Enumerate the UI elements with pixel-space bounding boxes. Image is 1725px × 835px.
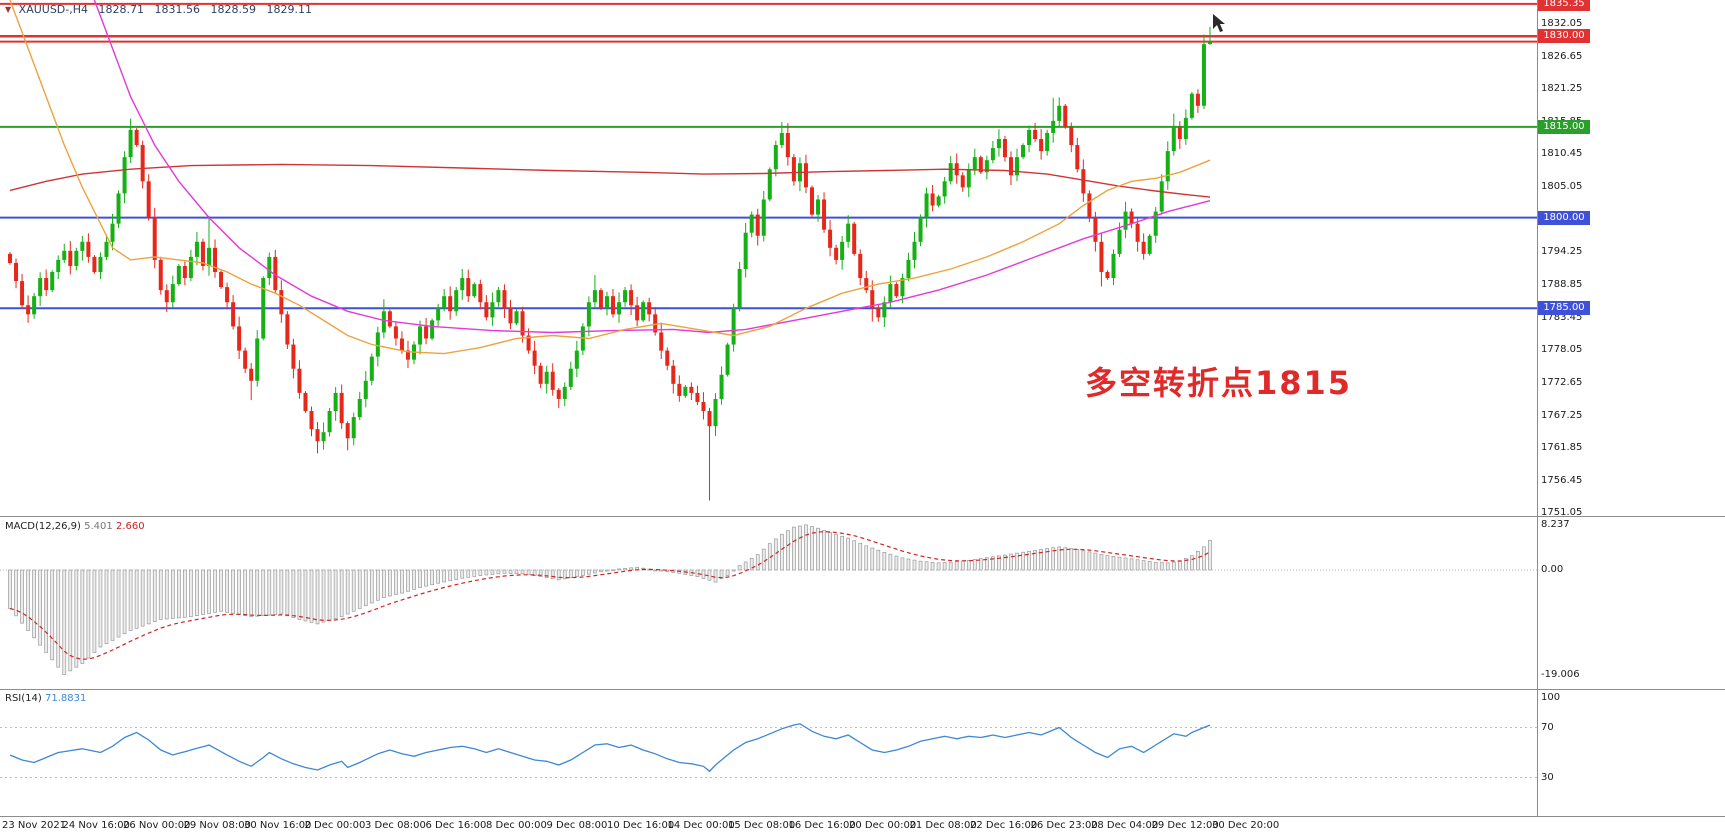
annotation-text[interactable]: 多空转折点1815 (1085, 364, 1353, 402)
time-axis-label: 20 Dec 00:00 (849, 820, 917, 831)
price-axis-label: 1794.25 (1541, 246, 1583, 258)
price-axis-label: 1826.65 (1541, 50, 1583, 62)
macd-axis-label: 0.00 (1541, 564, 1564, 575)
time-axis-label: 14 Dec 00:00 (667, 820, 735, 831)
price-axis-label: 1788.85 (1541, 279, 1583, 290)
candlestick-series (8, 26, 1212, 501)
price-axis-label: 1810.45 (1541, 148, 1583, 160)
time-axis-label: 9 Dec 08:00 (546, 820, 608, 831)
symbol-dropdown-icon[interactable]: ▼ (5, 5, 12, 14)
macd-histogram (8, 524, 1212, 675)
price-axis-label: 1805.05 (1541, 181, 1583, 193)
symbol-timeframe-label: XAUUSD-,H4 (18, 3, 89, 16)
time-axis-label: 2 Dec 00:00 (304, 820, 366, 831)
rsi-axis-label: 30 (1541, 771, 1554, 783)
macd-indicator-label: MACD(12,26,9) 5.401 2.660 (5, 521, 145, 532)
price-tag-1835.35: 1835.35 (1538, 0, 1590, 11)
rsi-line (9, 723, 1211, 773)
time-axis-label: 29 Nov 08:00 (183, 820, 251, 831)
time-axis-label: 3 Dec 08:00 (365, 820, 426, 831)
price-tag-1785.00: 1785.00 (1538, 301, 1590, 316)
ohlc-low: 1828.59 (210, 3, 257, 16)
time-axis-label: 6 Dec 16:00 (425, 820, 487, 831)
price-axis-label: 1761.85 (1541, 442, 1583, 454)
ohlc-close: 1829.11 (266, 3, 313, 16)
ma-orange-line (9, 0, 1211, 355)
macd-name: MACD(12,26,9) (5, 521, 81, 532)
macd-signal-line (9, 531, 1211, 660)
macd-signal-value: 2.660 (115, 521, 145, 532)
price-axis-label: 1751.05 (1541, 507, 1583, 519)
price-axis-label: 1821.25 (1541, 83, 1583, 95)
time-axis-label: 22 Dec 16:00 (970, 820, 1038, 831)
rsi-axis-label: 70 (1541, 721, 1554, 733)
time-axis-label: 26 Nov 00:00 (123, 820, 191, 831)
macd-axis-label: 8.237 (1541, 518, 1570, 530)
price-tag-1800.00: 1800.00 (1538, 210, 1590, 225)
ma-red-line (9, 163, 1211, 198)
time-axis-label: 15 Dec 08:00 (728, 820, 796, 831)
macd-axis-label: -19.006 (1541, 668, 1580, 680)
price-tag-1830.00: 1830.00 (1538, 29, 1590, 44)
time-axis-label: 24 Nov 16:00 (62, 820, 130, 831)
ohlc-open: 1828.71 (98, 3, 145, 16)
time-axis-label: 29 Dec 12:00 (1151, 820, 1219, 831)
ohlc-high: 1831.56 (154, 3, 201, 16)
price-tag-1815.00: 1815.00 (1538, 119, 1590, 134)
price-axis-label: 1778.05 (1541, 344, 1583, 356)
rsi-axis-label: 100 (1541, 692, 1561, 703)
time-axis-label: 30 Nov 16:00 (244, 820, 312, 831)
price-axis-label: 1832.05 (1541, 17, 1583, 29)
symbol-info-bar: ▼ XAUUSD-,H4 1828.71 1831.56 1828.59 182… (5, 3, 319, 16)
rsi-value: 71.8831 (44, 693, 87, 704)
macd-value: 5.401 (84, 521, 113, 532)
ma-magenta-line (93, 0, 1211, 334)
time-axis-label: 16 Dec 16:00 (788, 820, 856, 831)
time-axis-label: 30 Dec 20:00 (1212, 820, 1280, 831)
price-axis-label: 1756.45 (1541, 474, 1583, 486)
rsi-indicator-label: RSI(14) 71.8831 (5, 693, 86, 704)
time-axis-label: 8 Dec 00:00 (486, 820, 547, 831)
time-axis-label: 21 Dec 08:00 (909, 820, 977, 831)
mouse-cursor-icon (1213, 14, 1225, 32)
time-axis-label: 10 Dec 16:00 (607, 820, 675, 831)
price-axis-label: 1767.25 (1541, 409, 1583, 421)
rsi-name: RSI(14) (5, 693, 42, 704)
time-axis-label: 23 Nov 2021 (2, 820, 67, 831)
price-axis-label: 1772.65 (1541, 376, 1583, 388)
price-axis-label: 1783.45 (1541, 311, 1583, 323)
time-axis-label: 26 Dec 23:00 (1030, 820, 1098, 831)
time-axis-label: 28 Dec 04:00 (1091, 820, 1159, 831)
